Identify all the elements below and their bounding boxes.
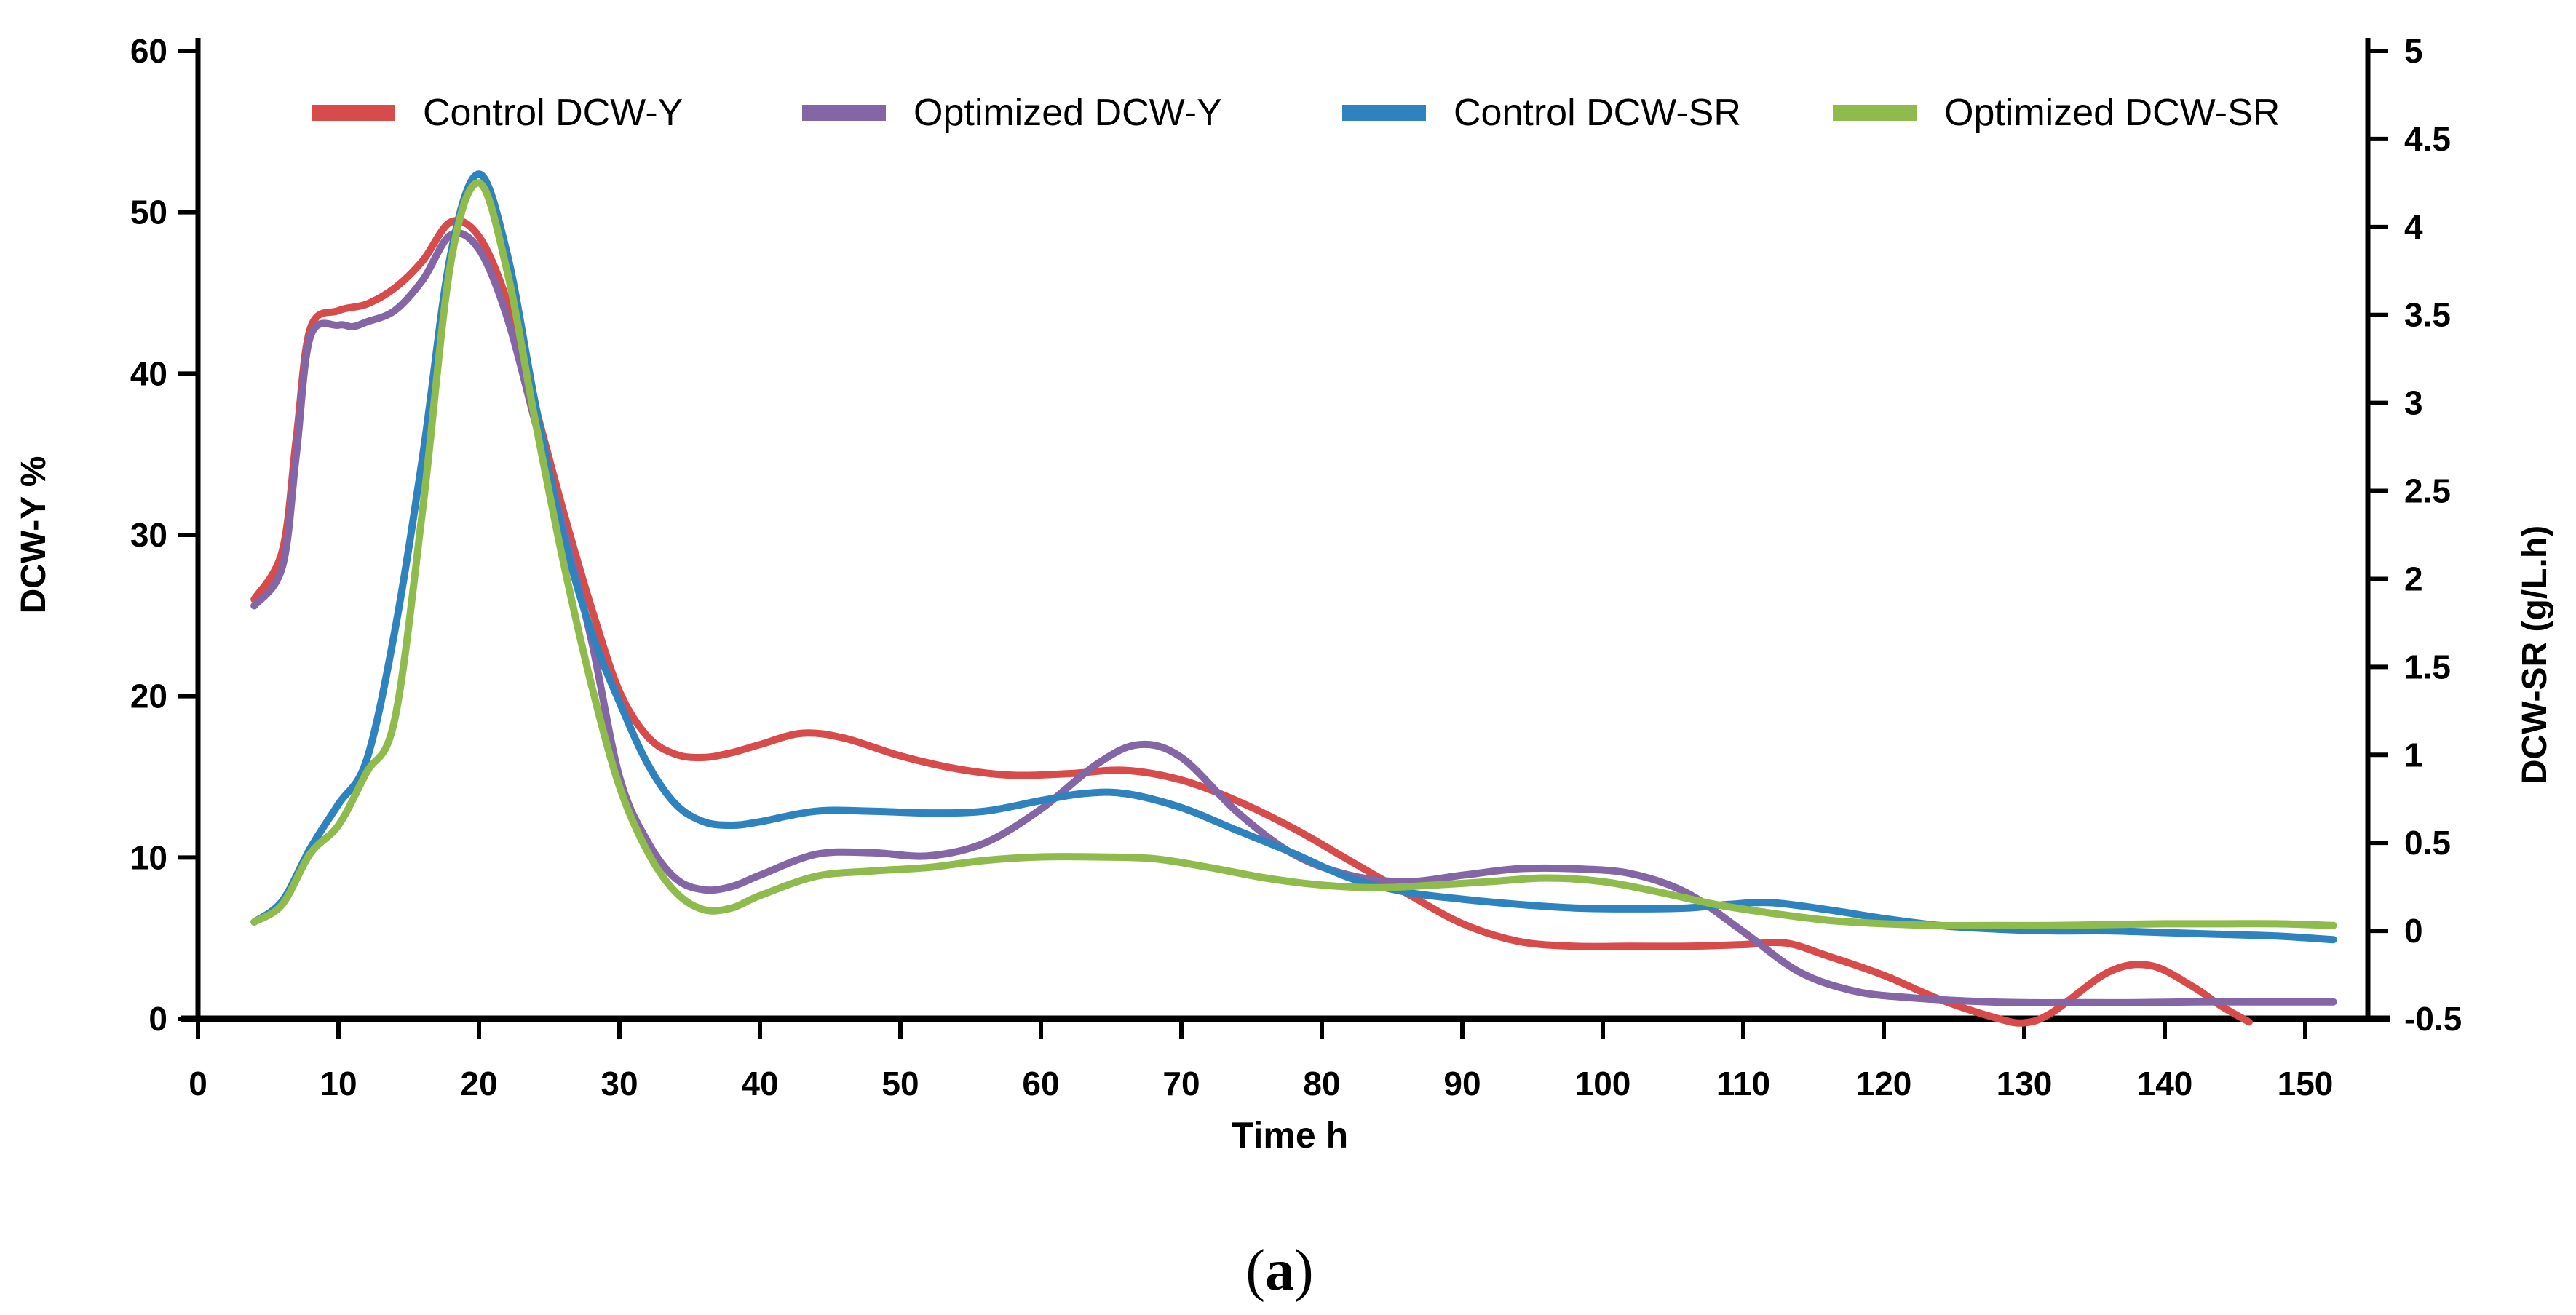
legend-item-optimized-dcw-sr: Optimized DCW-SR <box>1833 92 2280 134</box>
figure-caption: (a) <box>1245 1239 1313 1303</box>
y-axis-right-tick-label: 3.5 <box>2404 296 2451 334</box>
y-axis-right-tick-label: 1 <box>2404 736 2423 774</box>
x-axis-tick-label: 130 <box>1997 1065 2053 1103</box>
y-axis-right-tick-label: 4 <box>2404 208 2423 246</box>
series-line-optimized-dcw-sr <box>250 179 2337 929</box>
y-axis-left-tick-label: 10 <box>130 838 167 876</box>
y-axis-right-tick-label: 4.5 <box>2404 120 2451 158</box>
x-axis-tick-label: 150 <box>2278 1065 2334 1103</box>
legend-label-control-dcw-sr: Control DCW-SR <box>1454 92 1741 134</box>
y-axis-left-tick-label: 30 <box>130 516 167 554</box>
x-axis-tick-label: 110 <box>1716 1065 1770 1103</box>
series-line-control-dcw-y <box>250 217 2253 1027</box>
y-axis-title-left: DCW-Y % <box>15 456 53 614</box>
y-axis-right-tick-label: 1.5 <box>2404 648 2451 686</box>
x-axis-tick-label: 40 <box>741 1065 778 1103</box>
legend-item-control-dcw-y: Control DCW-Y <box>312 92 683 134</box>
x-axis-tick-label: 50 <box>881 1065 919 1103</box>
y-axis-left-tick-label: 40 <box>130 354 167 392</box>
y-axis-title-right: DCW-SR (g/L.h) <box>2516 525 2554 784</box>
x-axis-tick-label: 60 <box>1022 1065 1059 1103</box>
x-axis-tick-label: 90 <box>1443 1065 1481 1103</box>
x-axis-tick-label: 70 <box>1162 1065 1200 1103</box>
x-axis-tick-label: 0 <box>189 1065 207 1103</box>
y-axis-right-tick-label: 3 <box>2404 384 2423 422</box>
x-axis-tick-label: 120 <box>1856 1065 1912 1103</box>
x-axis-tick-label: 140 <box>2137 1065 2193 1103</box>
y-axis-left-tick-label: 60 <box>130 32 167 70</box>
caption-close-paren: ) <box>1294 1239 1314 1303</box>
legend-label-optimized-dcw-y: Optimized DCW-Y <box>914 92 1222 134</box>
legend-label-optimized-dcw-sr: Optimized DCW-SR <box>1944 92 2280 134</box>
caption-open-paren: ( <box>1245 1239 1265 1303</box>
y-axis-left-tick-label: 0 <box>148 1000 167 1038</box>
y-axis-left-tick-label: 50 <box>130 194 167 231</box>
legend: Control DCW-Y Optimized DCW-Y Control DCW-… <box>312 92 2280 134</box>
x-axis-title: Time h <box>1232 1115 1348 1156</box>
y-axis-right-tick-label: 5 <box>2404 32 2423 70</box>
x-axis-tick-label: 30 <box>601 1065 638 1103</box>
legend-label-control-dcw-y: Control DCW-Y <box>423 92 683 134</box>
y-axis-right-tick-label: 0.5 <box>2404 824 2451 862</box>
series-lines <box>250 170 2337 1027</box>
y-axis-right-tick-label: 0 <box>2404 912 2423 950</box>
x-axis-tick-label: 10 <box>320 1065 357 1103</box>
legend-item-optimized-dcw-y: Optimized DCW-Y <box>802 92 1222 134</box>
x-axis-tick-label: 20 <box>460 1065 497 1103</box>
x-axis-tick-label: 80 <box>1303 1065 1340 1103</box>
y-axis-right-tick-label: 2 <box>2404 560 2423 597</box>
y-axis-right-tick-label: 2.5 <box>2404 472 2451 510</box>
series-line-optimized-dcw-y <box>250 229 2337 1006</box>
y-axis-right-tick-label: -0.5 <box>2404 1000 2462 1038</box>
caption-letter: a <box>1265 1239 1294 1303</box>
y-axis-left-tick-label: 20 <box>130 678 167 715</box>
x-axis-tick-label: 100 <box>1575 1065 1631 1103</box>
legend-item-control-dcw-sr: Control DCW-SR <box>1342 92 1741 134</box>
